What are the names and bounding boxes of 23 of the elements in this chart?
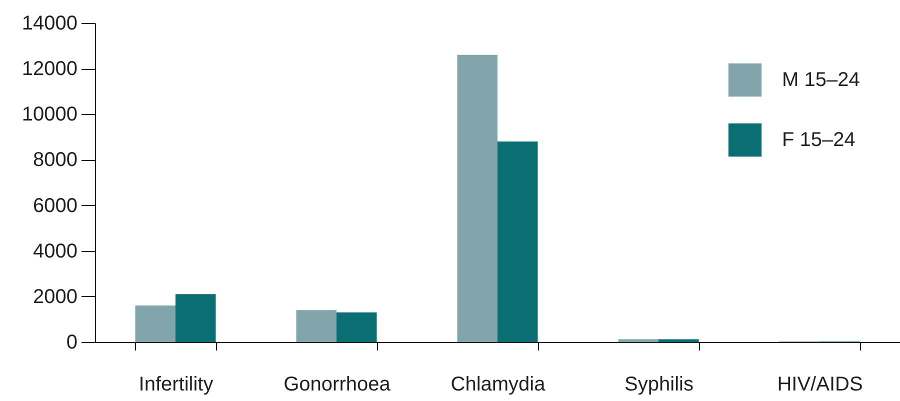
bar — [296, 310, 336, 342]
y-tick-label: 0 — [66, 332, 78, 354]
y-tick-label: 2000 — [33, 286, 78, 308]
bar — [176, 294, 216, 342]
y-tick-label: 6000 — [33, 194, 78, 217]
y-tick-label: 12000 — [22, 58, 78, 80]
x-tick-label: Chlamydia — [450, 374, 546, 396]
bar — [135, 306, 176, 342]
x-tick-label: HIV/AIDS — [777, 374, 863, 396]
bar — [618, 339, 658, 342]
y-tick-label: 10000 — [22, 104, 78, 126]
bar — [658, 339, 699, 342]
legend-label: M 15–24 — [782, 69, 860, 91]
legend-label: F 15–24 — [782, 129, 856, 151]
y-tick-label: 8000 — [33, 149, 78, 172]
x-tick-label: Syphilis — [624, 374, 694, 396]
bar — [498, 141, 538, 342]
x-tick-label: Infertility — [138, 374, 214, 396]
y-tick-label: 14000 — [22, 12, 78, 34]
bar — [457, 54, 498, 342]
y-tick-label: 4000 — [33, 240, 78, 262]
x-tick-label: Gonorrhoea — [284, 374, 392, 396]
bar — [336, 312, 377, 342]
